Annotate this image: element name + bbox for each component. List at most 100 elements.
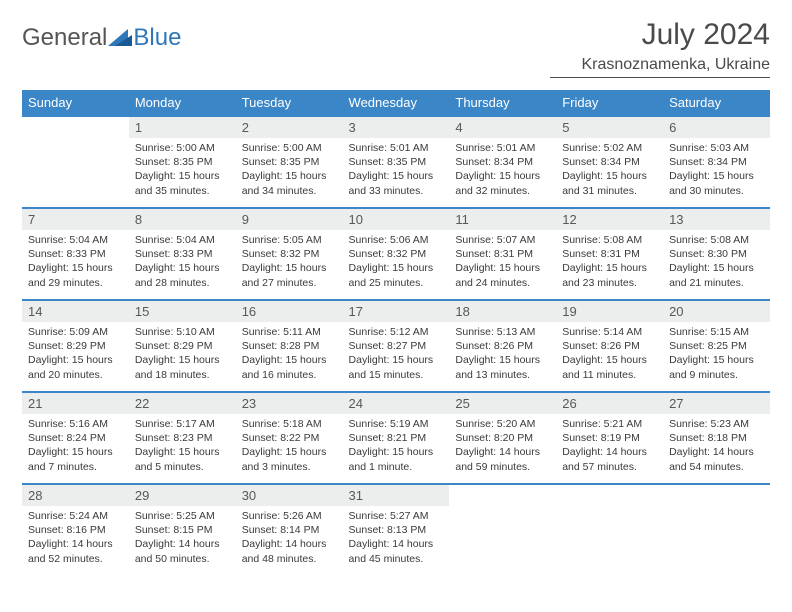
calendar-day-cell: 30Sunrise: 5:26 AMSunset: 8:14 PMDayligh… <box>236 484 343 576</box>
day-details: Sunrise: 5:01 AMSunset: 8:34 PMDaylight:… <box>449 138 556 204</box>
sunset-text: Sunset: 8:34 PM <box>562 155 657 169</box>
sunset-text: Sunset: 8:25 PM <box>669 339 764 353</box>
sunset-text: Sunset: 8:32 PM <box>349 247 444 261</box>
calendar-day-cell: 1Sunrise: 5:00 AMSunset: 8:35 PMDaylight… <box>129 116 236 208</box>
title-block: July 2024 Krasnoznamenka, Ukraine <box>550 18 770 78</box>
day-number: 23 <box>236 393 343 414</box>
daylight-text: Daylight: 14 hours and 52 minutes. <box>28 537 123 565</box>
sunrise-text: Sunrise: 5:13 AM <box>455 325 550 339</box>
calendar-day-cell: 20Sunrise: 5:15 AMSunset: 8:25 PMDayligh… <box>663 300 770 392</box>
sunrise-text: Sunrise: 5:16 AM <box>28 417 123 431</box>
day-number: 26 <box>556 393 663 414</box>
day-number: 15 <box>129 301 236 322</box>
day-details: Sunrise: 5:09 AMSunset: 8:29 PMDaylight:… <box>22 322 129 388</box>
daylight-text: Daylight: 15 hours and 35 minutes. <box>135 169 230 197</box>
sunrise-text: Sunrise: 5:20 AM <box>455 417 550 431</box>
day-number: 19 <box>556 301 663 322</box>
daylight-text: Daylight: 15 hours and 30 minutes. <box>669 169 764 197</box>
sunrise-text: Sunrise: 5:08 AM <box>562 233 657 247</box>
daylight-text: Daylight: 15 hours and 31 minutes. <box>562 169 657 197</box>
sunset-text: Sunset: 8:24 PM <box>28 431 123 445</box>
sunset-text: Sunset: 8:26 PM <box>562 339 657 353</box>
day-number: 28 <box>22 485 129 506</box>
sunset-text: Sunset: 8:26 PM <box>455 339 550 353</box>
daylight-text: Daylight: 15 hours and 15 minutes. <box>349 353 444 381</box>
calendar-day-cell: 13Sunrise: 5:08 AMSunset: 8:30 PMDayligh… <box>663 208 770 300</box>
sunrise-text: Sunrise: 5:10 AM <box>135 325 230 339</box>
calendar-day-cell: 16Sunrise: 5:11 AMSunset: 8:28 PMDayligh… <box>236 300 343 392</box>
sunset-text: Sunset: 8:15 PM <box>135 523 230 537</box>
sunrise-text: Sunrise: 5:19 AM <box>349 417 444 431</box>
calendar-day-cell: 6Sunrise: 5:03 AMSunset: 8:34 PMDaylight… <box>663 116 770 208</box>
sunrise-text: Sunrise: 5:14 AM <box>562 325 657 339</box>
day-number: 1 <box>129 117 236 138</box>
day-details: Sunrise: 5:03 AMSunset: 8:34 PMDaylight:… <box>663 138 770 204</box>
calendar-day-cell: 28Sunrise: 5:24 AMSunset: 8:16 PMDayligh… <box>22 484 129 576</box>
sunset-text: Sunset: 8:35 PM <box>242 155 337 169</box>
day-number: 7 <box>22 209 129 230</box>
calendar-day-cell: 14Sunrise: 5:09 AMSunset: 8:29 PMDayligh… <box>22 300 129 392</box>
sunset-text: Sunset: 8:13 PM <box>349 523 444 537</box>
daylight-text: Daylight: 15 hours and 16 minutes. <box>242 353 337 381</box>
sunset-text: Sunset: 8:20 PM <box>455 431 550 445</box>
sunset-text: Sunset: 8:27 PM <box>349 339 444 353</box>
calendar-head: SundayMondayTuesdayWednesdayThursdayFrid… <box>22 90 770 116</box>
brand-logo: General Blue <box>22 24 181 52</box>
day-number: 27 <box>663 393 770 414</box>
calendar-day-cell: 31Sunrise: 5:27 AMSunset: 8:13 PMDayligh… <box>343 484 450 576</box>
sunset-text: Sunset: 8:35 PM <box>349 155 444 169</box>
calendar-day-cell: 12Sunrise: 5:08 AMSunset: 8:31 PMDayligh… <box>556 208 663 300</box>
day-header: Saturday <box>663 90 770 116</box>
sunrise-text: Sunrise: 5:07 AM <box>455 233 550 247</box>
day-number: 24 <box>343 393 450 414</box>
day-details: Sunrise: 5:18 AMSunset: 8:22 PMDaylight:… <box>236 414 343 480</box>
calendar-page: General Blue July 2024 Krasnoznamenka, U… <box>0 0 792 594</box>
sunrise-text: Sunrise: 5:09 AM <box>28 325 123 339</box>
daylight-text: Daylight: 14 hours and 48 minutes. <box>242 537 337 565</box>
sunset-text: Sunset: 8:33 PM <box>28 247 123 261</box>
calendar-day-cell: 19Sunrise: 5:14 AMSunset: 8:26 PMDayligh… <box>556 300 663 392</box>
calendar-day-cell: 21Sunrise: 5:16 AMSunset: 8:24 PMDayligh… <box>22 392 129 484</box>
calendar-day-cell: 3Sunrise: 5:01 AMSunset: 8:35 PMDaylight… <box>343 116 450 208</box>
day-number: 12 <box>556 209 663 230</box>
daylight-text: Daylight: 14 hours and 59 minutes. <box>455 445 550 473</box>
day-details: Sunrise: 5:12 AMSunset: 8:27 PMDaylight:… <box>343 322 450 388</box>
sunrise-text: Sunrise: 5:04 AM <box>135 233 230 247</box>
day-details: Sunrise: 5:17 AMSunset: 8:23 PMDaylight:… <box>129 414 236 480</box>
day-number: 29 <box>129 485 236 506</box>
daylight-text: Daylight: 15 hours and 29 minutes. <box>28 261 123 289</box>
day-header: Sunday <box>22 90 129 116</box>
sunrise-text: Sunrise: 5:17 AM <box>135 417 230 431</box>
day-details: Sunrise: 5:11 AMSunset: 8:28 PMDaylight:… <box>236 322 343 388</box>
day-details: Sunrise: 5:05 AMSunset: 8:32 PMDaylight:… <box>236 230 343 296</box>
sunrise-text: Sunrise: 5:02 AM <box>562 141 657 155</box>
day-header-row: SundayMondayTuesdayWednesdayThursdayFrid… <box>22 90 770 116</box>
daylight-text: Daylight: 15 hours and 25 minutes. <box>349 261 444 289</box>
daylight-text: Daylight: 15 hours and 3 minutes. <box>242 445 337 473</box>
day-number: 9 <box>236 209 343 230</box>
day-details: Sunrise: 5:14 AMSunset: 8:26 PMDaylight:… <box>556 322 663 388</box>
daylight-text: Daylight: 15 hours and 5 minutes. <box>135 445 230 473</box>
calendar-week-row: 21Sunrise: 5:16 AMSunset: 8:24 PMDayligh… <box>22 392 770 484</box>
sunrise-text: Sunrise: 5:00 AM <box>135 141 230 155</box>
daylight-text: Daylight: 15 hours and 27 minutes. <box>242 261 337 289</box>
day-number: 2 <box>236 117 343 138</box>
day-number: 30 <box>236 485 343 506</box>
calendar-day-cell <box>663 484 770 576</box>
calendar-day-cell: 4Sunrise: 5:01 AMSunset: 8:34 PMDaylight… <box>449 116 556 208</box>
calendar-day-cell: 26Sunrise: 5:21 AMSunset: 8:19 PMDayligh… <box>556 392 663 484</box>
sunrise-text: Sunrise: 5:12 AM <box>349 325 444 339</box>
day-header: Thursday <box>449 90 556 116</box>
daylight-text: Daylight: 14 hours and 54 minutes. <box>669 445 764 473</box>
day-details: Sunrise: 5:24 AMSunset: 8:16 PMDaylight:… <box>22 506 129 572</box>
calendar-week-row: 28Sunrise: 5:24 AMSunset: 8:16 PMDayligh… <box>22 484 770 576</box>
sunset-text: Sunset: 8:21 PM <box>349 431 444 445</box>
month-title: July 2024 <box>550 18 770 52</box>
daylight-text: Daylight: 14 hours and 45 minutes. <box>349 537 444 565</box>
brand-mark-icon <box>108 26 134 51</box>
calendar-day-cell: 27Sunrise: 5:23 AMSunset: 8:18 PMDayligh… <box>663 392 770 484</box>
day-header: Wednesday <box>343 90 450 116</box>
daylight-text: Daylight: 15 hours and 28 minutes. <box>135 261 230 289</box>
sunset-text: Sunset: 8:22 PM <box>242 431 337 445</box>
daylight-text: Daylight: 15 hours and 32 minutes. <box>455 169 550 197</box>
